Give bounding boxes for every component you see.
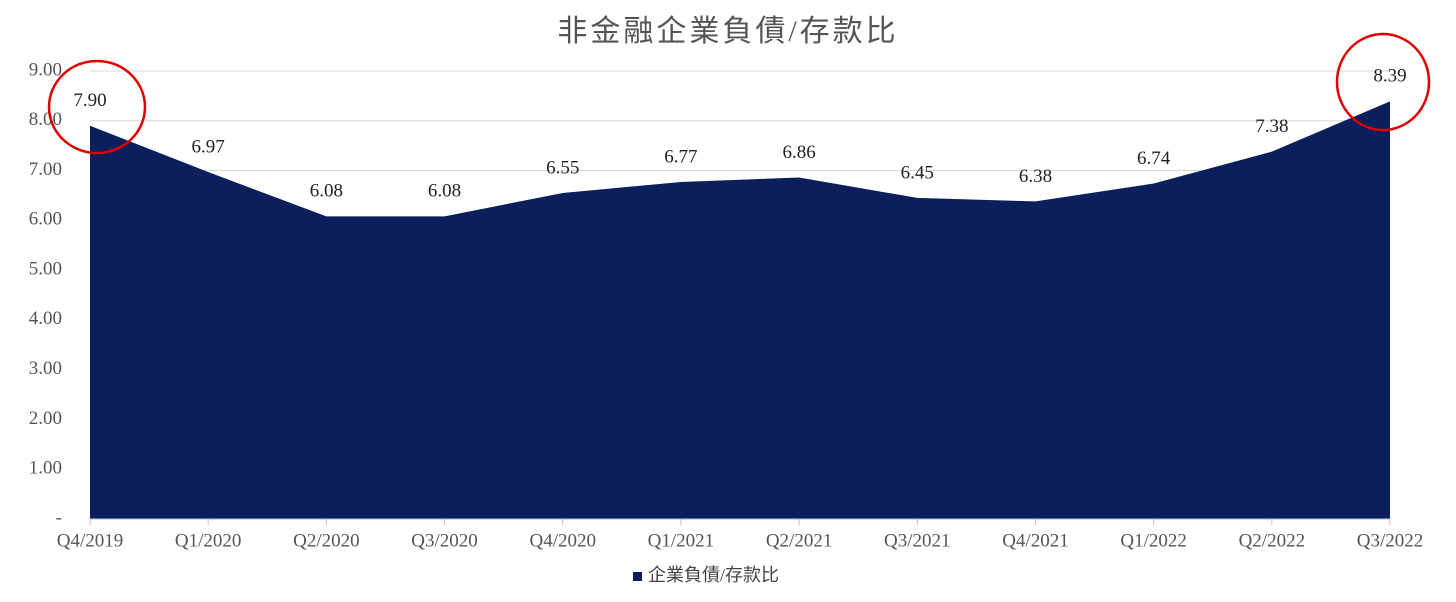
x-tick-label: Q4/2021 (1002, 530, 1069, 551)
y-tick-label: 8.00 (29, 109, 62, 130)
data-label: 8.39 (1373, 66, 1406, 87)
data-label: 6.86 (782, 142, 815, 163)
legend-label: 企業負債/存款比 (648, 565, 779, 585)
x-tick-label: Q4/2020 (529, 530, 596, 551)
data-label: 6.38 (1019, 166, 1052, 187)
x-tick-label: Q3/2022 (1357, 530, 1424, 551)
chart-title: 非金融企業負債/存款比 (557, 15, 898, 48)
legend: 企業負債/存款比 (633, 565, 779, 585)
data-label: 6.55 (546, 157, 579, 178)
x-tick-label: Q2/2022 (1239, 530, 1306, 551)
data-label: 7.90 (73, 90, 106, 111)
x-tick-label: Q1/2022 (1120, 530, 1187, 551)
y-tick-label: 3.00 (29, 358, 62, 379)
area (90, 101, 1390, 519)
y-tick-label: 9.00 (29, 59, 62, 80)
data-label: 6.08 (310, 181, 343, 202)
y-tick-label: 4.00 (29, 308, 62, 329)
x-tick-label: Q3/2020 (411, 530, 478, 551)
y-tick-label: 7.00 (29, 159, 62, 180)
data-label: 7.38 (1255, 116, 1288, 137)
x-tick-label: Q4/2019 (57, 530, 124, 551)
highlight-circle (47, 59, 147, 155)
highlight-circle (1335, 32, 1431, 132)
data-label: 6.97 (192, 136, 225, 157)
x-tick-label: Q2/2021 (766, 530, 833, 551)
data-label: 6.45 (901, 162, 934, 183)
y-tick-label: 5.00 (29, 258, 62, 279)
y-tick-label: - (56, 507, 62, 528)
data-label: 6.74 (1137, 148, 1171, 169)
y-tick-label: 2.00 (29, 408, 62, 429)
data-label: 6.08 (428, 181, 461, 202)
y-tick-label: 6.00 (29, 209, 62, 230)
x-tick-label: Q2/2020 (293, 530, 360, 551)
data-label: 6.77 (664, 146, 697, 167)
legend-swatch (633, 572, 642, 581)
y-tick-label: 1.00 (29, 458, 62, 479)
x-tick-label: Q1/2020 (175, 530, 242, 551)
x-tick-label: Q3/2021 (884, 530, 951, 551)
x-tick-label: Q1/2021 (648, 530, 715, 551)
